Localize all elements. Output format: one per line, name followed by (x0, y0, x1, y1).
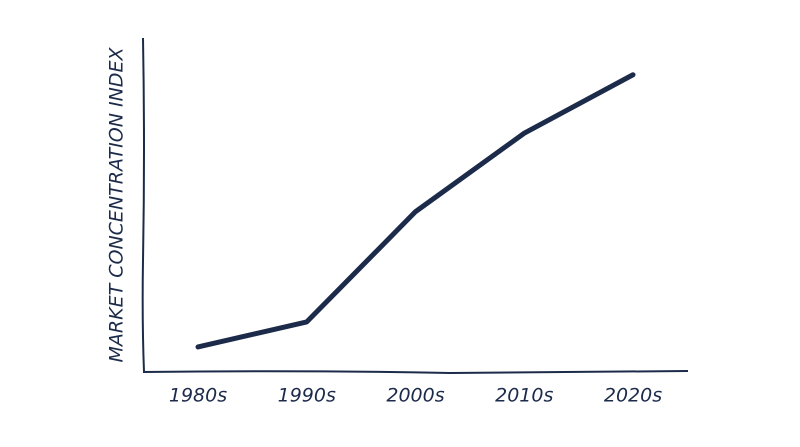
data-line (195, 72, 636, 350)
x-tick-label: 1980s (169, 385, 227, 407)
y-axis (141, 37, 145, 373)
x-tick-label: 2000s (386, 385, 444, 407)
y-axis-label: MARKET CONCENTRATION INDEX (106, 47, 128, 363)
x-tick-label: 2010s (495, 385, 553, 407)
x-axis (142, 370, 689, 375)
x-tick-label: 1990s (278, 385, 336, 407)
x-tick-label: 2020s (604, 385, 662, 407)
